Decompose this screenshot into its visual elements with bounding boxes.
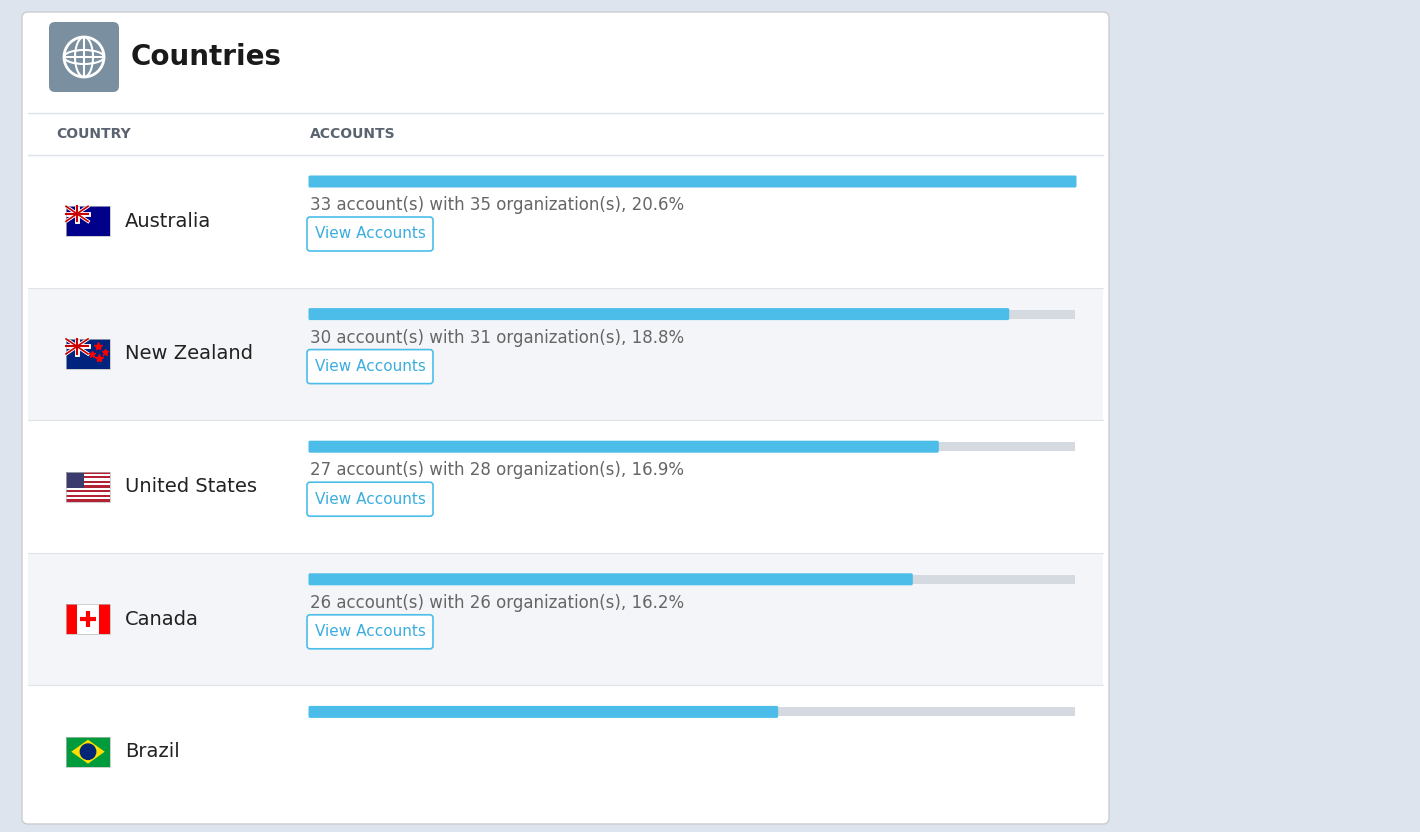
Bar [65, 478, 109, 481]
Bar [310, 310, 1075, 319]
FancyBboxPatch shape [308, 176, 1076, 187]
Text: Canada: Canada [125, 610, 199, 629]
Circle shape [80, 743, 97, 760]
Bar [65, 339, 109, 369]
Bar [28, 155, 1103, 288]
Text: 30 account(s) with 31 organization(s), 18.8%: 30 account(s) with 31 organization(s), 1… [310, 329, 684, 347]
FancyBboxPatch shape [21, 12, 1109, 824]
Bar [28, 288, 1103, 420]
FancyBboxPatch shape [50, 22, 119, 92]
FancyBboxPatch shape [308, 706, 778, 718]
Bar [310, 442, 1075, 451]
FancyBboxPatch shape [308, 441, 939, 453]
FancyBboxPatch shape [307, 615, 433, 649]
Bar [65, 206, 109, 236]
FancyBboxPatch shape [307, 483, 433, 516]
Polygon shape [71, 740, 105, 764]
FancyBboxPatch shape [308, 308, 1010, 320]
Bar [65, 472, 109, 502]
Text: 33 account(s) with 35 organization(s), 20.6%: 33 account(s) with 35 organization(s), 2… [310, 196, 684, 214]
Text: 26 account(s) with 26 organization(s), 16.2%: 26 account(s) with 26 organization(s), 1… [310, 594, 684, 612]
Bar [65, 604, 77, 634]
Text: ACCOUNTS: ACCOUNTS [310, 127, 396, 141]
FancyBboxPatch shape [308, 573, 913, 585]
Text: Countries: Countries [131, 43, 283, 71]
Text: COUNTRY: COUNTRY [55, 127, 131, 141]
Bar [65, 604, 109, 634]
Bar [28, 686, 1103, 818]
Text: United States: United States [125, 477, 257, 496]
Bar [65, 473, 109, 476]
Text: View Accounts: View Accounts [315, 624, 426, 639]
Bar [65, 481, 109, 483]
Bar [65, 499, 109, 502]
Bar [65, 485, 109, 488]
Text: 27 account(s) with 28 organization(s), 16.9%: 27 account(s) with 28 organization(s), 1… [310, 461, 684, 479]
FancyBboxPatch shape [307, 217, 433, 251]
Bar [65, 494, 109, 497]
Bar [65, 497, 109, 499]
Bar [65, 604, 109, 634]
Bar [65, 476, 109, 478]
Bar [65, 736, 109, 767]
Bar [65, 472, 84, 488]
Bar [65, 493, 109, 494]
Text: View Accounts: View Accounts [315, 359, 426, 374]
Bar [65, 206, 109, 236]
Text: View Accounts: View Accounts [315, 226, 426, 241]
Bar [65, 736, 109, 767]
Bar [310, 707, 1075, 716]
Text: New Zealand: New Zealand [125, 344, 253, 364]
Bar [65, 483, 109, 485]
Text: Brazil: Brazil [125, 742, 180, 761]
Bar [65, 488, 109, 490]
Text: View Accounts: View Accounts [315, 492, 426, 507]
Bar [99, 604, 109, 634]
Bar [310, 177, 1075, 186]
Text: Australia: Australia [125, 212, 212, 230]
Bar [310, 575, 1075, 584]
Bar [28, 552, 1103, 686]
Bar [65, 339, 109, 369]
Bar [28, 420, 1103, 552]
FancyBboxPatch shape [307, 349, 433, 384]
Bar [65, 472, 109, 473]
Bar [65, 490, 109, 493]
